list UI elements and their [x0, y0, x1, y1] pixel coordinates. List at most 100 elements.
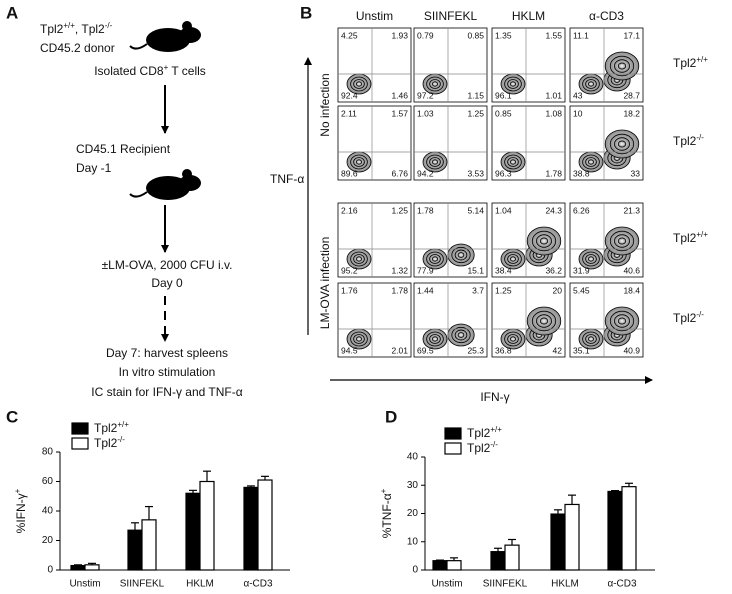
bar: [607, 490, 623, 571]
contour: [617, 140, 627, 148]
quadrant-value: 96.1: [495, 90, 512, 100]
y-tick-label: 30: [407, 480, 419, 491]
bar: [141, 519, 157, 571]
panel-letter: B: [300, 3, 312, 22]
quadrant-value: 33: [631, 168, 641, 178]
step-text: CD45.2 donor: [40, 41, 115, 55]
contour: [539, 317, 549, 325]
panel-letter: C: [6, 407, 18, 426]
quadrant-value: 20: [553, 285, 563, 295]
quadrant-value: 1.46: [391, 90, 408, 100]
contour: [431, 81, 439, 87]
bar: [621, 486, 637, 571]
bar: [446, 560, 462, 571]
x-tick-label: SIINFEKL: [120, 579, 165, 590]
quadrant-value: 15.1: [467, 265, 484, 275]
error-bar: [247, 485, 255, 488]
error-bar: [554, 509, 562, 515]
y-tick-label: 20: [42, 535, 54, 546]
step-text: IC stain for IFN-γ and TNF-α: [91, 385, 242, 399]
bar: [550, 513, 566, 571]
column-header: HKLM: [512, 9, 545, 23]
y-tick-label: 40: [42, 506, 54, 517]
contour: [355, 81, 363, 87]
quadrant-value: 36.2: [545, 265, 562, 275]
quadrant-value: 40.6: [623, 265, 640, 275]
quadrant-value: 1.15: [467, 90, 484, 100]
quadrant-value: 96.3: [495, 168, 512, 178]
step-text: Isolated CD8+ T cells: [94, 63, 206, 79]
quadrant-value: 4.25: [341, 30, 358, 40]
quadrant-value: 3.7: [472, 285, 484, 295]
group-label: No infection: [318, 73, 332, 136]
error-bar: [203, 470, 211, 482]
contour: [457, 332, 465, 338]
legend-swatch: [71, 422, 89, 435]
contour: [457, 252, 465, 258]
plot-frame: [413, 27, 488, 103]
bar: [564, 503, 580, 571]
quadrant-value: 1.04: [495, 205, 512, 215]
y-tick-label: 20: [407, 508, 419, 519]
error-bar: [88, 562, 96, 565]
error-bar: [494, 547, 502, 552]
axis-label: IFN-γ: [480, 390, 509, 404]
column-header: Unstim: [356, 9, 393, 23]
error-bar: [611, 490, 619, 492]
quadrant-value: 1.93: [391, 30, 408, 40]
quadrant-value: 43: [573, 90, 583, 100]
error-bar: [189, 489, 197, 494]
legend-swatch: [71, 437, 89, 450]
quadrant-value: 28.7: [623, 90, 640, 100]
bar: [432, 560, 448, 571]
legend-label: Tpl2+/+: [94, 420, 129, 436]
quadrant-value: 35.1: [573, 345, 590, 355]
bar: [243, 486, 259, 571]
quadrant-value: 1.57: [391, 108, 408, 118]
error-bar: [131, 522, 139, 531]
panel-letter: D: [385, 407, 397, 426]
error-bar: [436, 559, 444, 561]
x-tick-label: Unstim: [69, 579, 100, 590]
error-bar: [625, 482, 633, 487]
step-text: In vitro stimulation: [119, 365, 216, 379]
x-tick-label: HKLM: [551, 579, 579, 590]
quadrant-value: 92.4: [341, 90, 358, 100]
x-tick-label: α-CD3: [607, 579, 637, 590]
error-bar: [450, 557, 458, 561]
contour: [431, 336, 439, 342]
y-axis-label: %TNF-α+: [379, 488, 395, 538]
contour: [587, 159, 595, 165]
column-header: SIINFEKL: [424, 9, 478, 23]
error-bar: [74, 564, 82, 566]
quadrant-value: 1.08: [545, 108, 562, 118]
step-text: Day -1: [76, 161, 112, 175]
quadrant-value: 1.03: [417, 108, 434, 118]
quadrant-value: 0.85: [495, 108, 512, 118]
contour: [539, 237, 549, 245]
quadrant-value: 40.9: [623, 345, 640, 355]
quadrant-value: 1.01: [545, 90, 562, 100]
quadrant-value: 95.2: [341, 265, 358, 275]
mouse-icon: [129, 169, 201, 200]
quadrant-value: 36.8: [495, 345, 512, 355]
contour: [617, 62, 627, 70]
step-text: Tpl2+/+, Tpl2-/-: [40, 21, 113, 37]
bar: [504, 544, 520, 571]
bar: [490, 551, 506, 571]
x-tick-label: HKLM: [186, 579, 214, 590]
contour: [587, 81, 595, 87]
contour: [355, 256, 363, 262]
quadrant-value: 5.45: [573, 285, 590, 295]
quadrant-value: 0.85: [467, 30, 484, 40]
error-bar: [508, 538, 516, 546]
quadrant-value: 1.25: [467, 108, 484, 118]
bar: [199, 480, 215, 571]
quadrant-value: 1.55: [545, 30, 562, 40]
error-bar: [145, 505, 153, 520]
quadrant-value: 69.5: [417, 345, 434, 355]
y-tick-label: 10: [407, 536, 419, 547]
quadrant-value: 5.14: [467, 205, 484, 215]
step-text: ±LM-OVA, 2000 CFU i.v.: [102, 258, 233, 272]
